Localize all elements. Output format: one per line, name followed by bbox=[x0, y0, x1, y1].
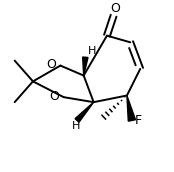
Text: H: H bbox=[88, 46, 96, 56]
Text: O: O bbox=[46, 58, 56, 71]
Text: O: O bbox=[50, 90, 60, 103]
Polygon shape bbox=[75, 102, 94, 122]
Polygon shape bbox=[83, 57, 88, 76]
Text: H: H bbox=[72, 121, 80, 131]
Text: F: F bbox=[135, 114, 142, 127]
Text: O: O bbox=[110, 2, 120, 15]
Polygon shape bbox=[127, 95, 136, 121]
